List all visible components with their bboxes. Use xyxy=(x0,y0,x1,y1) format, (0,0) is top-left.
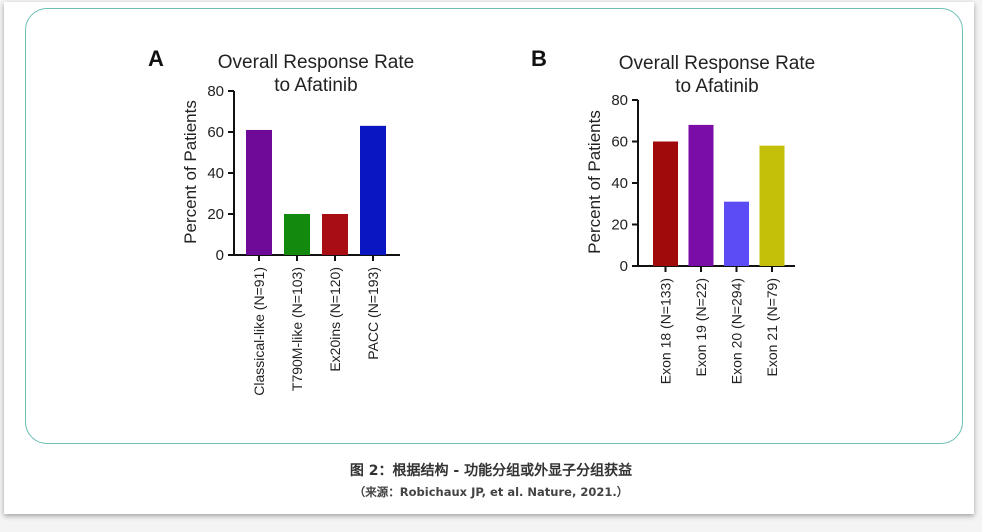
chart-a-bar xyxy=(360,125,386,255)
chart-b: B Overall Response Rate to Afatinib Perc… xyxy=(531,46,815,384)
chart-a-category-label: PACC (N=193) xyxy=(365,267,381,360)
chart-a-y-tick-label: 20 xyxy=(207,206,224,223)
chart-b-bar xyxy=(688,124,714,267)
chart-a-y-tick-label: 60 xyxy=(207,124,224,141)
chart-a-y-tick-label: 80 xyxy=(207,83,224,100)
chart-b-category-label: Exon 18 (N=133) xyxy=(658,278,674,384)
chart-b-title-line2: to Afatinib xyxy=(675,76,758,97)
chart-a-category-label: Ex20ins (N=120) xyxy=(327,267,343,372)
chart-b-y-tick-label: 40 xyxy=(611,175,628,192)
chart-b-y-tick-label: 60 xyxy=(611,134,628,151)
panel-letter-a: A xyxy=(148,46,164,71)
chart-b-bar xyxy=(759,145,785,266)
chart-b-bar xyxy=(653,141,678,266)
chart-a-plot: 0 20 40 60 80 Classical-like (N=91) T790M-like… xyxy=(207,83,400,396)
chart-b-y-tick-label: 20 xyxy=(611,217,628,234)
chart-b-title-line1: Overall Response Rate xyxy=(619,53,815,74)
figure-caption: 图 2：根据结构 - 功能分组或外显子分组获益 xyxy=(349,463,633,479)
chart-a-category-label: T790M-like (N=103) xyxy=(289,267,305,391)
chart-a-bar xyxy=(322,214,348,255)
chart-b-bar xyxy=(724,201,749,266)
chart-a-bar xyxy=(284,214,310,255)
chart-a-category-label: Classical-like (N=91) xyxy=(251,267,267,396)
chart-b-category-label: Exon 19 (N=22) xyxy=(693,278,709,376)
chart-b-y-tick-label: 80 xyxy=(611,92,628,109)
chart-b-y-tick-label: 0 xyxy=(620,258,628,275)
chart-a-ylabel: Percent of Patients xyxy=(181,100,200,244)
chart-b-plot: 0 20 40 60 80 Exon 18 (N=133) Exon 19 (N=22) Ex… xyxy=(611,92,795,384)
figure-frame xyxy=(25,8,963,444)
charts-canvas: A Overall Response Rate to Afatinib Perc… xyxy=(148,46,815,396)
chart-a-title-line2: to Afatinib xyxy=(274,75,357,96)
chart-b-category-label: Exon 21 (N=79) xyxy=(764,278,780,376)
panel-letter-b: B xyxy=(531,46,547,71)
chart-a-y-tick-label: 40 xyxy=(207,165,224,182)
chart-a-title-line1: Overall Response Rate xyxy=(218,52,414,73)
chart-b-ylabel: Percent of Patients xyxy=(585,110,604,254)
figure-source: （来源：Robichaux JP, et al. Nature, 2021.） xyxy=(353,485,629,499)
chart-a-y-tick-label: 0 xyxy=(216,247,224,264)
chart-b-category-label: Exon 20 (N=294) xyxy=(729,278,745,384)
chart-a: A Overall Response Rate to Afatinib Perc… xyxy=(148,46,414,396)
chart-a-bar xyxy=(246,129,272,255)
